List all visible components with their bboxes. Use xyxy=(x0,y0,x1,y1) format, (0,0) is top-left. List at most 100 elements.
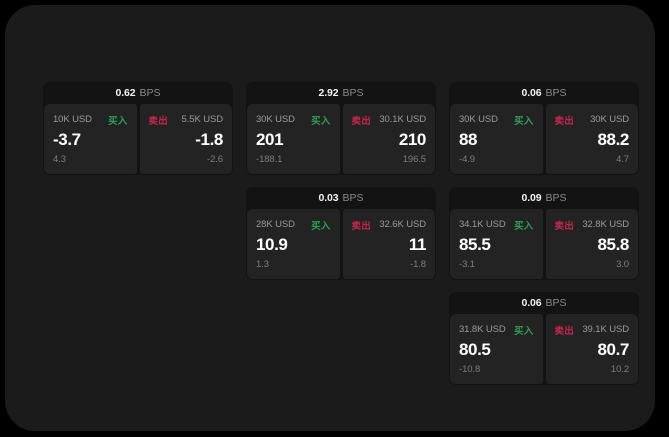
buy-size-label: 30K USD xyxy=(256,114,295,125)
quote-card[interactable]: 0.09 BPS 34.1K USD 买入 85.5 -3.1 32.8K USD 卖出 85.… xyxy=(449,187,639,280)
quote-card[interactable]: 2.92 BPS 30K USD 买入 201 -188.1 30.1K USD 卖出 210 1… xyxy=(246,82,436,175)
quote-card[interactable]: 0.06 BPS 31.8K USD 买入 80.5 -10.8 39.1K USD 卖出 80… xyxy=(449,292,639,385)
buy-action-label[interactable]: 买入 xyxy=(108,115,128,127)
column-3: 0.06 BPS 30K USD 买入 88 -4.9 30K USD 卖出 88.2 4.7 0.… xyxy=(449,82,639,397)
buy-panel[interactable]: 28K USD 买入 10.9 1.3 xyxy=(247,209,340,279)
buy-price: 85.5 xyxy=(459,235,491,254)
buy-panel[interactable]: 31.8K USD 买入 80.5 -10.8 xyxy=(450,314,543,384)
bps-value: 0.62 xyxy=(115,87,136,99)
buy-delta: -188.1 xyxy=(256,154,283,165)
sell-panel[interactable]: 30K USD 卖出 88.2 4.7 xyxy=(545,104,638,174)
sell-panel-header: 30K USD 卖出 xyxy=(554,113,630,127)
sell-delta: 10.2 xyxy=(610,364,629,375)
sell-action-label[interactable]: 卖出 xyxy=(351,115,371,127)
bps-unit-label: BPS xyxy=(545,87,567,99)
buy-price: -3.7 xyxy=(53,130,81,149)
app-frame: 0.62 BPS 10K USD 买入 -3.7 4.3 5.5K USD 卖出 -1.8 -2.… xyxy=(5,5,655,431)
buy-action-label[interactable]: 买入 xyxy=(311,115,331,127)
card-header: 0.06 BPS xyxy=(449,82,639,104)
sell-size-label: 5.5K USD xyxy=(181,114,224,125)
sell-action-label[interactable]: 卖出 xyxy=(554,325,574,337)
sell-panel[interactable]: 32.8K USD 卖出 85.8 3.0 xyxy=(545,209,638,279)
buy-panel-header: 28K USD 买入 xyxy=(256,218,331,232)
bps-value: 0.06 xyxy=(521,87,542,99)
buy-price: 201 xyxy=(256,130,284,149)
sell-size-label: 39.1K USD xyxy=(582,324,629,335)
card-header: 0.62 BPS xyxy=(43,82,233,104)
buy-panel[interactable]: 30K USD 买入 201 -188.1 xyxy=(247,104,340,174)
buy-action-label[interactable]: 买入 xyxy=(514,115,534,127)
sell-panel[interactable]: 5.5K USD 卖出 -1.8 -2.6 xyxy=(139,104,232,174)
buy-delta: -10.8 xyxy=(459,364,481,375)
sell-panel[interactable]: 39.1K USD 卖出 80.7 10.2 xyxy=(545,314,638,384)
sell-panel-header: 39.1K USD 卖出 xyxy=(554,323,630,337)
card-body: 30K USD 买入 201 -188.1 30.1K USD 卖出 210 196.5 xyxy=(246,104,436,175)
buy-panel[interactable]: 10K USD 买入 -3.7 4.3 xyxy=(44,104,137,174)
sell-delta: 4.7 xyxy=(616,154,629,165)
sell-price: 210 xyxy=(398,130,427,149)
sell-price: 11 xyxy=(408,235,427,254)
sell-price: 88.2 xyxy=(597,130,630,149)
card-body: 34.1K USD 买入 85.5 -3.1 32.8K USD 卖出 85.8 3.0 xyxy=(449,209,639,280)
card-header: 2.92 BPS xyxy=(246,82,436,104)
quote-card[interactable]: 0.03 BPS 28K USD 买入 10.9 1.3 32.6K USD 卖出 11 -1.8 xyxy=(246,187,436,280)
quote-card[interactable]: 0.06 BPS 30K USD 买入 88 -4.9 30K USD 卖出 88.2 4.7 xyxy=(449,82,639,175)
buy-size-label: 30K USD xyxy=(459,114,498,125)
buy-delta: -3.1 xyxy=(459,259,475,270)
column-2: 2.92 BPS 30K USD 买入 201 -188.1 30.1K USD 卖出 210 1… xyxy=(246,82,436,292)
sell-price: 80.7 xyxy=(597,340,630,359)
card-header: 0.03 BPS xyxy=(246,187,436,209)
card-body: 30K USD 买入 88 -4.9 30K USD 卖出 88.2 4.7 xyxy=(449,104,639,175)
buy-panel-header: 10K USD 买入 xyxy=(53,113,128,127)
buy-size-label: 28K USD xyxy=(256,219,295,230)
sell-price: -1.8 xyxy=(195,130,223,149)
sell-action-label[interactable]: 卖出 xyxy=(554,115,574,127)
card-body: 10K USD 买入 -3.7 4.3 5.5K USD 卖出 -1.8 -2.6 xyxy=(43,104,233,175)
sell-delta: 3.0 xyxy=(616,259,629,270)
sell-action-label[interactable]: 卖出 xyxy=(351,220,371,232)
buy-action-label[interactable]: 买入 xyxy=(514,220,534,232)
buy-action-label[interactable]: 买入 xyxy=(514,325,534,337)
sell-size-label: 32.8K USD xyxy=(582,219,629,230)
card-body: 28K USD 买入 10.9 1.3 32.6K USD 卖出 11 -1.8 xyxy=(246,209,436,280)
buy-delta: 1.3 xyxy=(256,259,269,270)
sell-panel-header: 32.8K USD 卖出 xyxy=(554,218,630,232)
buy-price: 80.5 xyxy=(459,340,491,359)
buy-panel[interactable]: 30K USD 买入 88 -4.9 xyxy=(450,104,543,174)
card-header: 0.09 BPS xyxy=(449,187,639,209)
sell-delta: 196.5 xyxy=(402,154,426,165)
sell-action-label[interactable]: 卖出 xyxy=(148,115,168,127)
quote-board: 0.62 BPS 10K USD 买入 -3.7 4.3 5.5K USD 卖出 -1.8 -2.… xyxy=(38,82,639,392)
buy-panel-header: 31.8K USD 买入 xyxy=(459,323,534,337)
bps-unit-label: BPS xyxy=(139,87,161,99)
buy-size-label: 34.1K USD xyxy=(459,219,506,230)
sell-panel[interactable]: 30.1K USD 卖出 210 196.5 xyxy=(342,104,435,174)
column-1: 0.62 BPS 10K USD 买入 -3.7 4.3 5.5K USD 卖出 -1.8 -2.… xyxy=(43,82,233,187)
bps-unit-label: BPS xyxy=(545,192,567,204)
quote-card[interactable]: 0.62 BPS 10K USD 买入 -3.7 4.3 5.5K USD 卖出 -1.8 -2.… xyxy=(43,82,233,175)
buy-delta: 4.3 xyxy=(53,154,66,165)
bps-value: 2.92 xyxy=(318,87,339,99)
sell-delta: -2.6 xyxy=(207,154,223,165)
sell-panel[interactable]: 32.6K USD 卖出 11 -1.8 xyxy=(342,209,435,279)
sell-panel-header: 32.6K USD 卖出 xyxy=(351,218,427,232)
bps-value: 0.03 xyxy=(318,192,339,204)
bps-value: 0.09 xyxy=(521,192,542,204)
bps-unit-label: BPS xyxy=(342,192,364,204)
bps-value: 0.06 xyxy=(521,297,542,309)
sell-action-label[interactable]: 卖出 xyxy=(554,220,574,232)
sell-size-label: 30K USD xyxy=(590,114,629,125)
buy-size-label: 10K USD xyxy=(53,114,92,125)
sell-panel-header: 5.5K USD 卖出 xyxy=(148,113,224,127)
buy-panel-header: 30K USD 买入 xyxy=(256,113,331,127)
card-body: 31.8K USD 买入 80.5 -10.8 39.1K USD 卖出 80.7 10.2 xyxy=(449,314,639,385)
buy-panel[interactable]: 34.1K USD 买入 85.5 -3.1 xyxy=(450,209,543,279)
buy-panel-header: 30K USD 买入 xyxy=(459,113,534,127)
card-header: 0.06 BPS xyxy=(449,292,639,314)
buy-delta: -4.9 xyxy=(459,154,475,165)
sell-size-label: 32.6K USD xyxy=(379,219,426,230)
sell-delta: -1.8 xyxy=(410,259,426,270)
bps-unit-label: BPS xyxy=(545,297,567,309)
buy-action-label[interactable]: 买入 xyxy=(311,220,331,232)
sell-price: 85.8 xyxy=(597,235,630,254)
